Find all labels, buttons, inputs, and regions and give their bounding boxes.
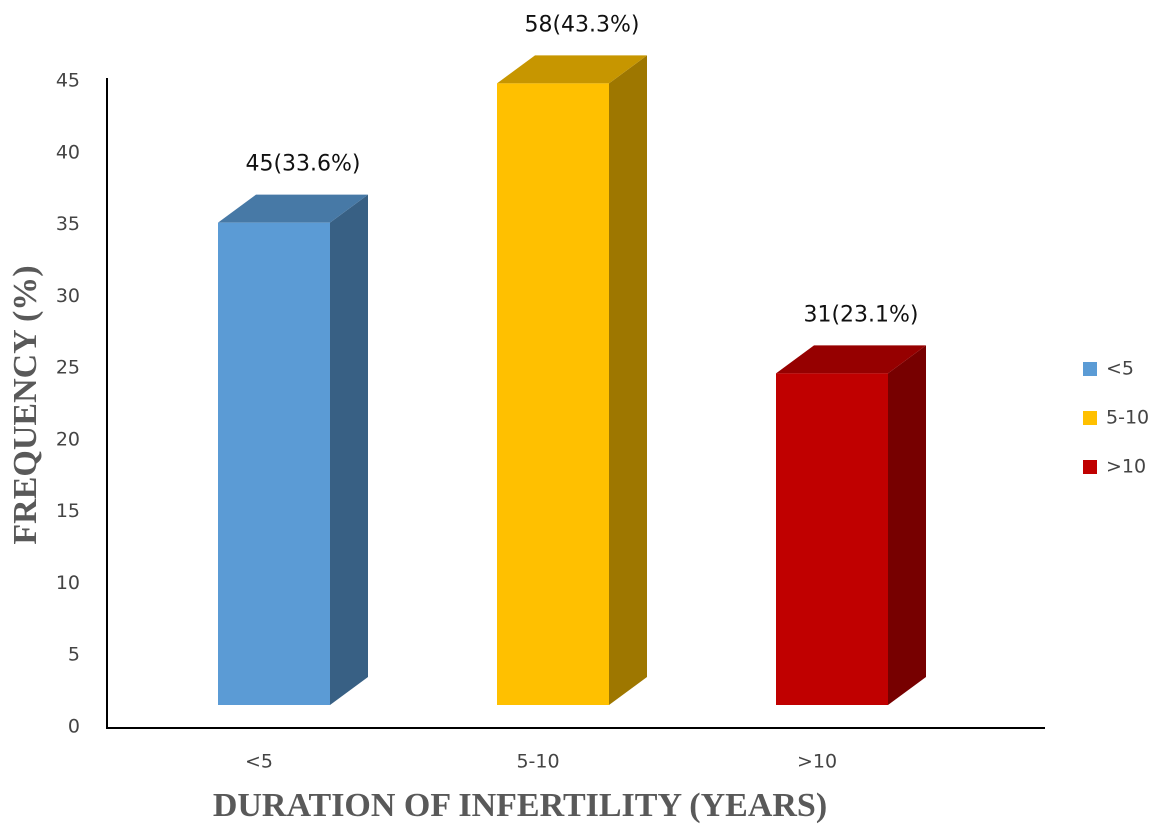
data-label: 31(23.1%) bbox=[803, 302, 918, 327]
bar bbox=[497, 83, 609, 706]
legend-label: 5-10 bbox=[1106, 407, 1149, 429]
x-tick-label: >10 bbox=[797, 751, 837, 773]
y-tick-label: 10 bbox=[56, 572, 80, 594]
bar-side bbox=[888, 345, 926, 705]
bar-top bbox=[776, 345, 926, 374]
y-tick-label: 15 bbox=[56, 500, 80, 522]
y-axis-title: FREQUENCY (%) bbox=[7, 265, 44, 544]
bar-side bbox=[609, 55, 647, 706]
legend-label: >10 bbox=[1106, 456, 1146, 478]
y-tick-label: 35 bbox=[56, 213, 80, 235]
x-axis-title: DURATION OF INFERTILITY (YEARS) bbox=[213, 787, 827, 824]
y-tick-label: 40 bbox=[56, 141, 80, 163]
bar-top bbox=[497, 55, 647, 84]
y-tick-label: 25 bbox=[56, 357, 80, 379]
x-tick-label: 5-10 bbox=[516, 751, 559, 773]
bar bbox=[218, 222, 330, 706]
y-tick-label: 30 bbox=[56, 285, 80, 307]
legend-swatch bbox=[1083, 362, 1097, 376]
y-tick-label: 20 bbox=[56, 428, 80, 450]
x-tick-label: <5 bbox=[245, 751, 273, 773]
bar-side bbox=[330, 194, 368, 706]
data-label: 58(43.3%) bbox=[524, 12, 639, 37]
legend-swatch bbox=[1083, 411, 1097, 425]
data-label: 45(33.6%) bbox=[245, 152, 360, 177]
y-tick-label: 0 bbox=[68, 716, 80, 738]
y-tick-label: 5 bbox=[68, 644, 80, 666]
bar bbox=[776, 373, 888, 705]
legend-label: <5 bbox=[1106, 358, 1134, 380]
legend-swatch bbox=[1083, 460, 1097, 474]
bar-top bbox=[218, 194, 368, 223]
y-tick-label: 45 bbox=[56, 70, 80, 92]
